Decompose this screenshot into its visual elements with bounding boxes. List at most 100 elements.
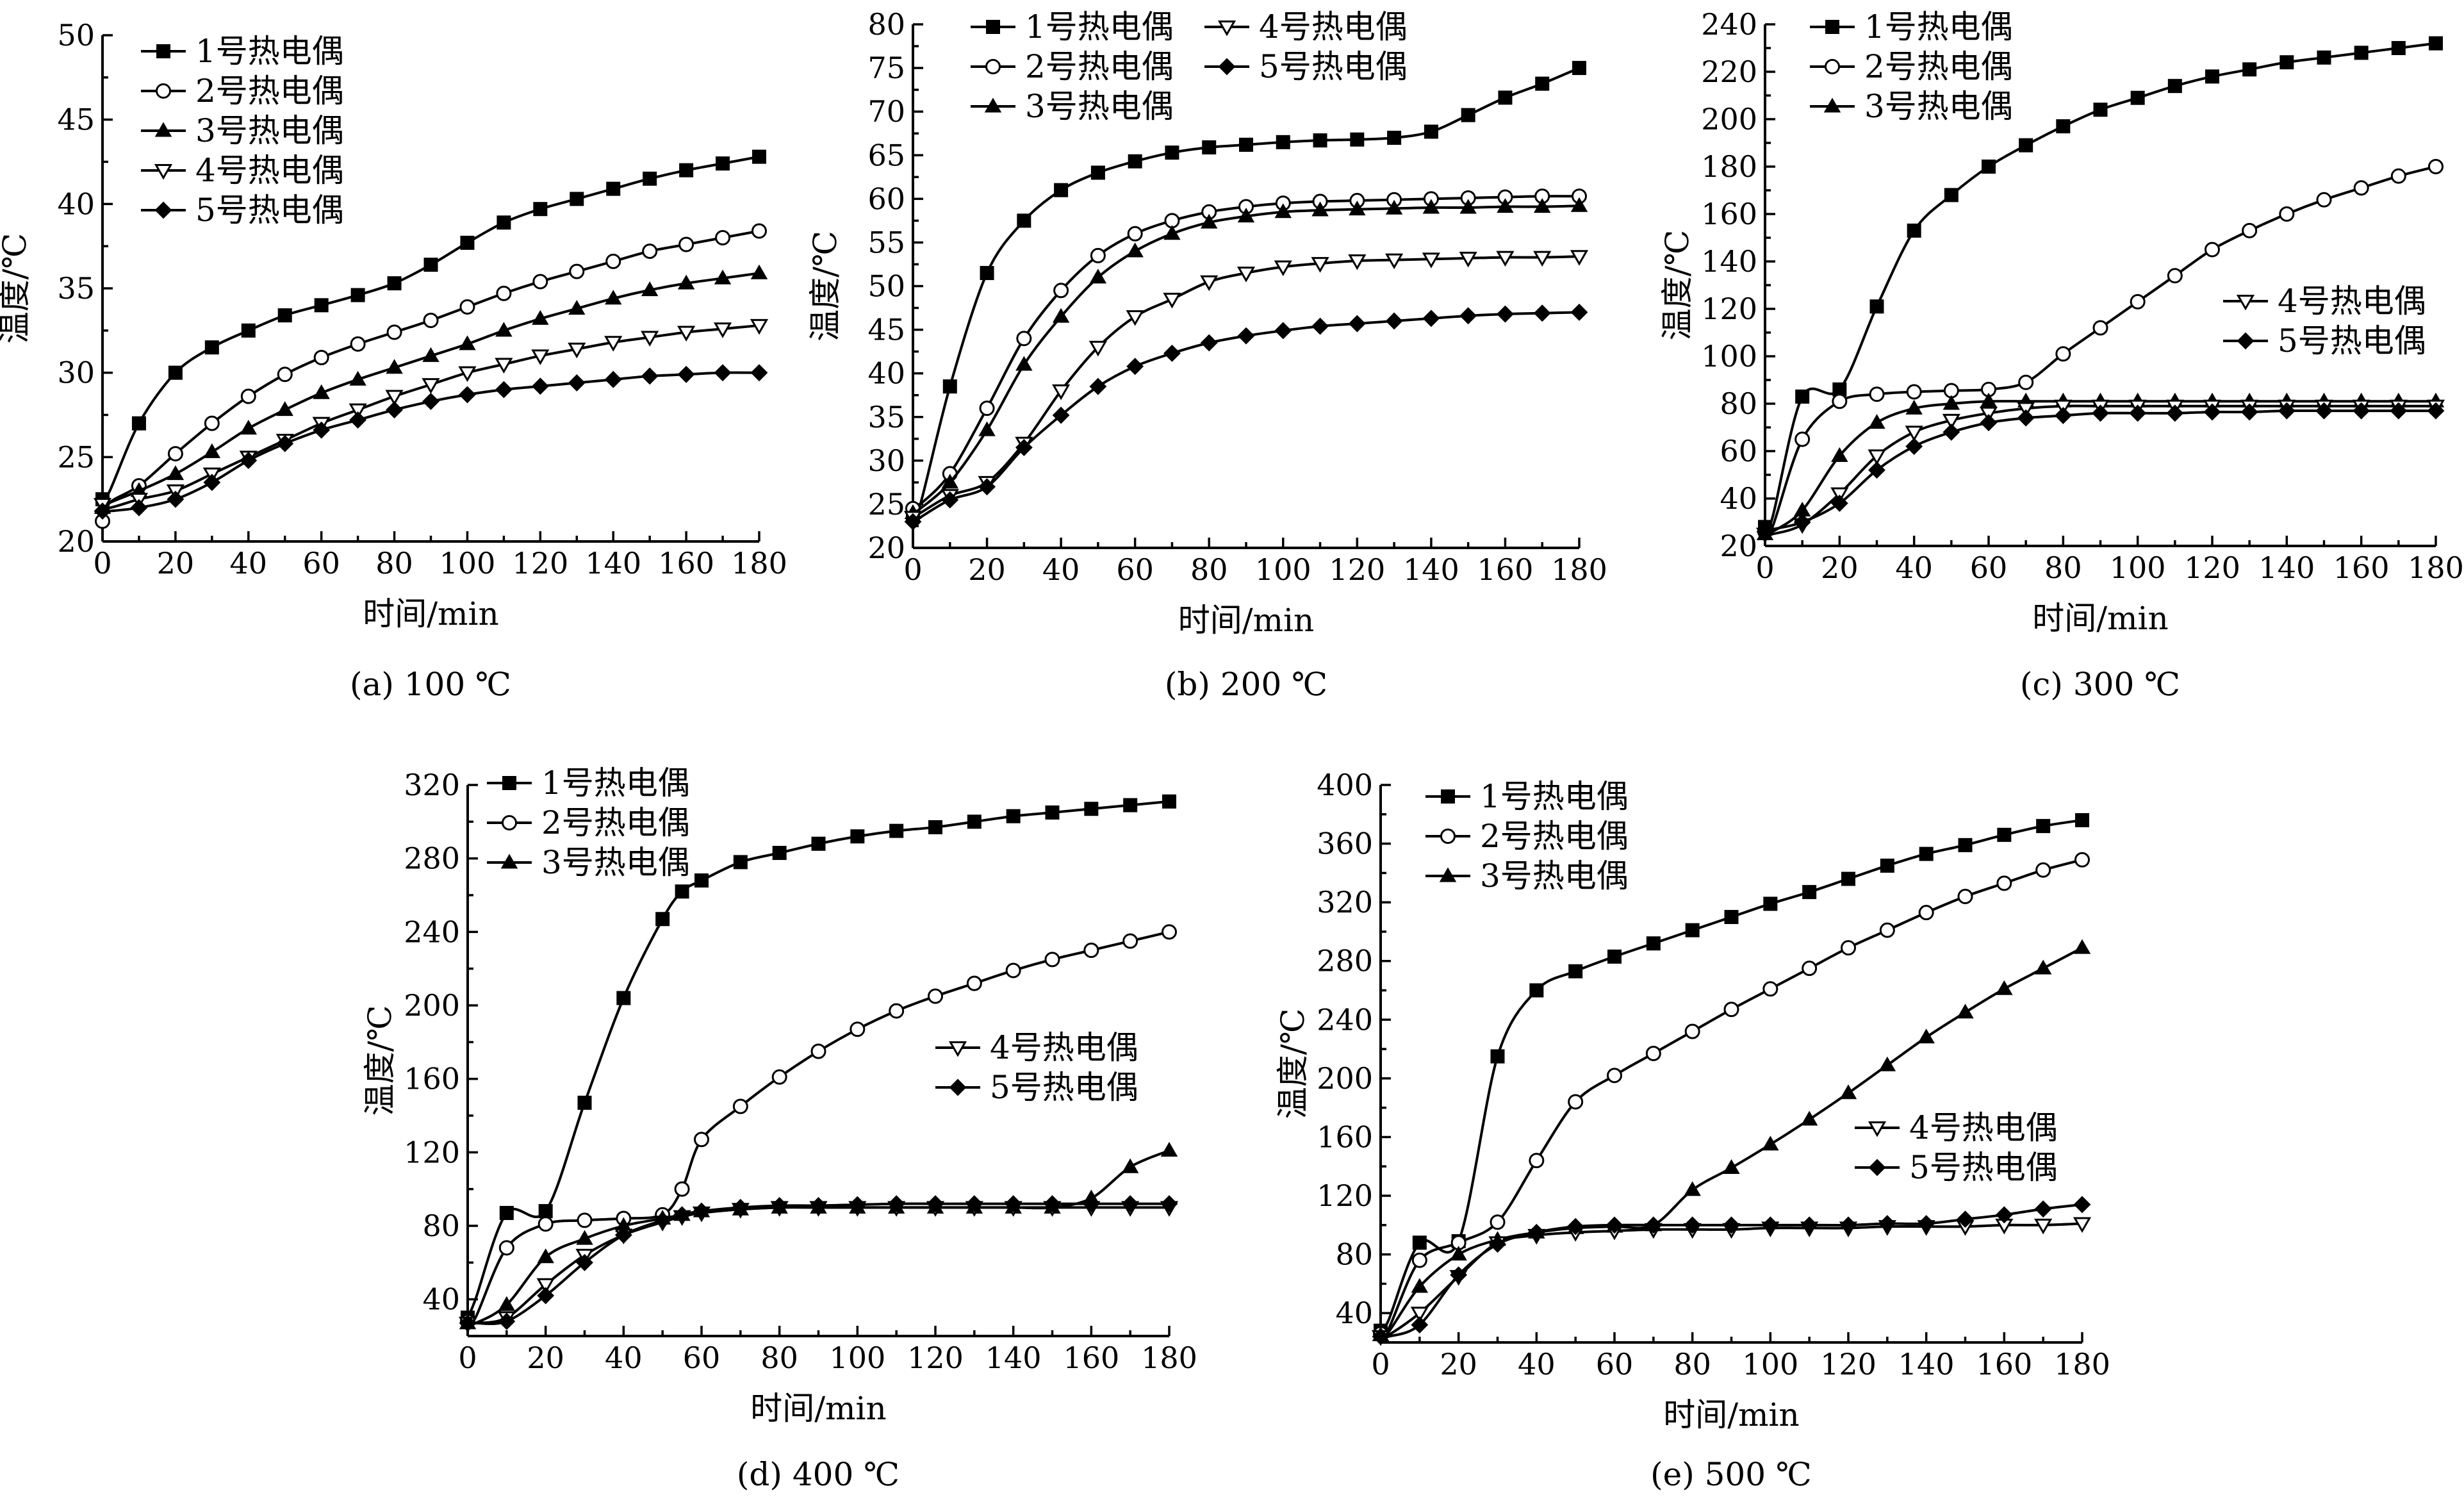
marker-triangle-up [1762, 1135, 1779, 1151]
marker-triangle-down [948, 1041, 967, 1057]
marker-triangle-up [349, 370, 366, 386]
marker-circle [752, 223, 767, 239]
marker-circle [1411, 1252, 1427, 1268]
marker-circle [240, 388, 256, 404]
marker-circle [1802, 961, 1818, 977]
legend-entry: 2号热电偶 [141, 72, 344, 110]
marker-diamond [2315, 402, 2333, 420]
marker-circle [1957, 889, 1973, 904]
marker-diamond [941, 491, 959, 509]
marker-diamond [1372, 1328, 1390, 1346]
y-tick-label: 40 [867, 356, 905, 391]
legend-label: 4号热电偶 [1259, 8, 1408, 45]
marker-triangle-up [203, 443, 221, 458]
marker-triangle-up [677, 274, 695, 290]
series-line [467, 1206, 1169, 1325]
marker-triangle-up [984, 97, 1002, 113]
marker-diamond [495, 381, 513, 399]
series-5 [94, 364, 768, 520]
marker-circle [2205, 242, 2220, 258]
marker-triangle-up [1996, 980, 2013, 995]
y-tick-label: 320 [1317, 885, 1373, 920]
y-tick-label: 120 [1317, 1178, 1373, 1213]
y-tick-label: 40 [57, 186, 95, 221]
marker-circle [1795, 431, 1811, 447]
marker-diamond [750, 364, 768, 382]
legend-label: 2号热电偶 [195, 72, 344, 110]
marker-diamond [848, 1196, 866, 1214]
marker-triangle-down [1311, 257, 1329, 273]
marker-triangle-down [1905, 425, 1923, 442]
marker-diamond [167, 490, 185, 508]
series-2 [460, 924, 1177, 1330]
marker-circle [605, 253, 621, 269]
marker-square [1529, 983, 1544, 998]
x-tick-label: 60 [1970, 550, 2008, 585]
marker-circle [2130, 293, 2146, 309]
legend-entry: 4号热电偶 [141, 152, 344, 189]
chart-caption: (a) 100 ℃ [350, 666, 511, 703]
x-tick-label: 120 [907, 1341, 964, 1375]
marker-circle [1005, 962, 1021, 978]
marker-circle [1869, 386, 1885, 402]
marker-square [1498, 90, 1513, 105]
series-2 [905, 188, 1587, 516]
marker-square [1919, 846, 1934, 861]
marker-circle [2092, 320, 2108, 336]
series-1 [1758, 36, 2443, 534]
marker-diamond [1163, 344, 1181, 362]
y-tick-label: 160 [1701, 197, 1757, 231]
marker-triangle-up [495, 322, 513, 337]
marker-triangle-up [498, 1296, 516, 1311]
marker-circle [1127, 226, 1143, 242]
x-tick-label: 60 [302, 546, 340, 581]
marker-square [980, 266, 994, 281]
y-tick-label: 45 [867, 313, 905, 347]
marker-circle [1490, 1214, 1506, 1230]
marker-circle [1918, 905, 1934, 921]
marker-square [499, 1205, 514, 1220]
marker-square [1017, 213, 1031, 228]
marker-diamond [1570, 303, 1588, 321]
y-tick-label: 65 [867, 138, 905, 172]
x-axis-label: 时间/min [1663, 1396, 1799, 1433]
marker-triangle-up [1450, 1246, 1467, 1261]
y-tick-label: 40 [1335, 1296, 1373, 1330]
legend-label: 3号热电偶 [1864, 88, 2013, 125]
marker-triangle-down [568, 342, 586, 359]
x-tick-label: 0 [458, 1341, 477, 1375]
marker-triangle-down [1868, 1121, 1887, 1137]
y-tick-label: 75 [867, 51, 905, 85]
marker-diamond [1761, 1216, 1779, 1234]
x-tick-label: 0 [1755, 550, 1774, 585]
marker-diamond [1995, 1206, 2013, 1224]
marker-square [577, 1095, 592, 1110]
marker-triangle-down [1459, 251, 1477, 268]
chart-caption: (b) 200 ℃ [1165, 666, 1327, 703]
marker-triangle-up [1942, 395, 1960, 410]
legend-entry: 4号热电偶 [935, 1029, 1138, 1066]
marker-square [2391, 41, 2406, 55]
marker-square [1054, 183, 1069, 197]
marker-diamond [1082, 1195, 1100, 1213]
marker-circle [1645, 1045, 1661, 1061]
marker-circle [889, 1003, 905, 1019]
marker-square [2036, 819, 2051, 834]
marker-circle [966, 975, 982, 991]
marker-circle [1723, 1002, 1739, 1018]
marker-square [967, 814, 981, 829]
legend-entry: 1号热电偶 [1810, 8, 2013, 45]
y-tick-label: 240 [1701, 7, 1757, 42]
x-tick-label: 60 [683, 1341, 721, 1375]
legend-label: 1号热电偶 [1864, 8, 2013, 45]
marker-triangle-up [1052, 308, 1070, 323]
marker-square [277, 308, 292, 323]
marker-triangle-up [2073, 939, 2091, 954]
marker-triangle-up [641, 281, 659, 297]
marker-square [1763, 896, 1778, 911]
marker-triangle-down [2236, 295, 2255, 311]
marker-circle [694, 1132, 709, 1148]
marker-diamond [714, 364, 732, 382]
marker-triangle-down [641, 331, 659, 347]
